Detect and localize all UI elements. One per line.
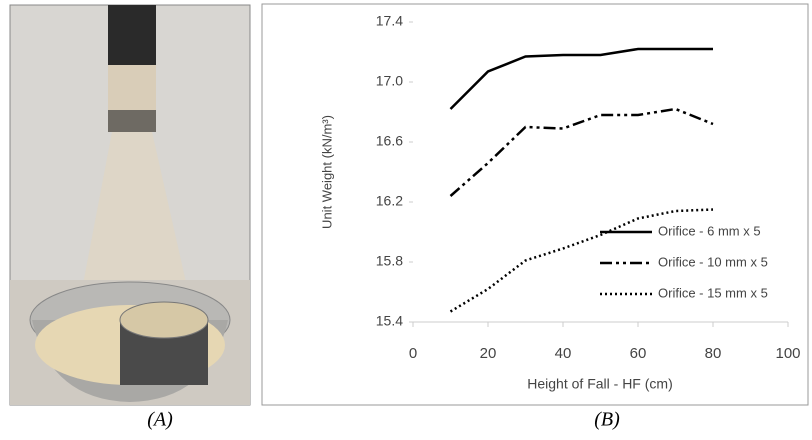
x-tick-label: 60 xyxy=(630,345,647,362)
y-tick-label: 16.6 xyxy=(376,133,403,149)
y-tick-label: 16.2 xyxy=(376,193,403,209)
photo xyxy=(9,4,251,406)
x-tick-label: 0 xyxy=(409,345,417,362)
series-line xyxy=(449,208,714,313)
caption: (B) xyxy=(594,409,620,431)
y-tick-label: 17.0 xyxy=(376,73,403,89)
legend-label: Orifice - 6 mm x 5 xyxy=(658,223,761,238)
y-tick-label: 15.4 xyxy=(376,313,403,329)
caption: (A) xyxy=(147,409,173,431)
y-axis-label: Unit Weight (kN/m³) xyxy=(319,115,334,229)
legend-label: Orifice - 10 mm x 5 xyxy=(658,254,768,269)
x-axis-label: Height of Fall - HF (cm) xyxy=(527,376,672,392)
legend-label: Orifice - 15 mm x 5 xyxy=(658,285,768,300)
x-tick-label: 100 xyxy=(775,345,800,362)
x-tick-label: 40 xyxy=(555,345,572,362)
y-tick-label: 17.4 xyxy=(376,13,403,29)
x-tick-label: 20 xyxy=(480,345,497,362)
series-line xyxy=(449,47,713,110)
series-line xyxy=(449,107,714,197)
chart-frame xyxy=(261,3,809,406)
y-tick-label: 15.8 xyxy=(376,253,403,269)
x-tick-label: 80 xyxy=(705,345,722,362)
